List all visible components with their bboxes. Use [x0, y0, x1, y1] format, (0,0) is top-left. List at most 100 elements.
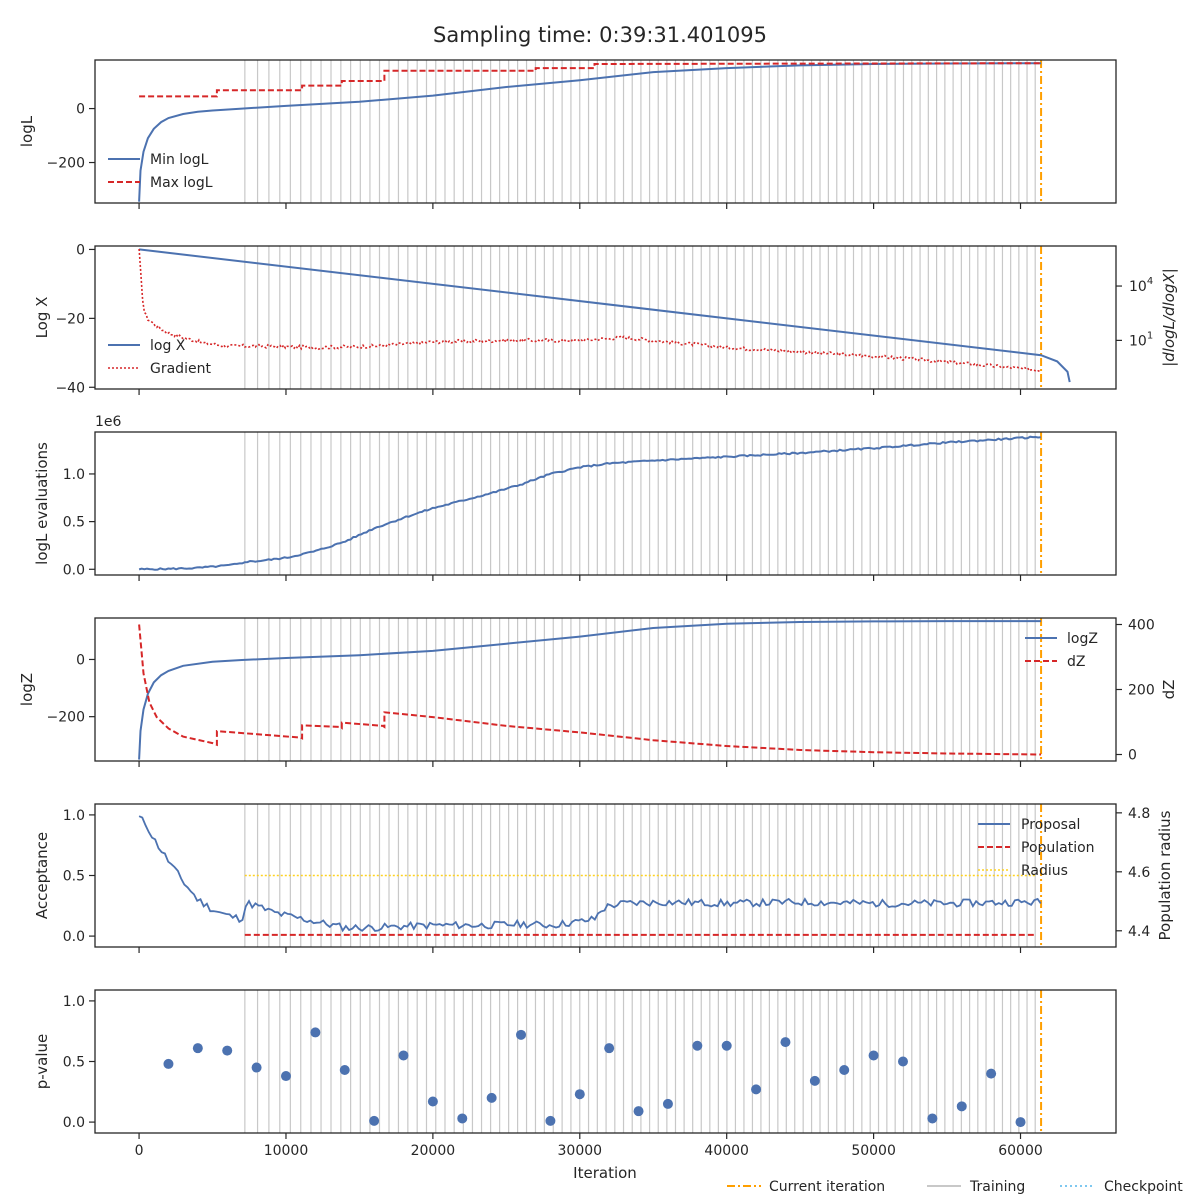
series-gradient	[138, 248, 1041, 373]
y-axis-title: logZ	[18, 673, 36, 706]
p-value-point	[516, 1029, 527, 1040]
p-value-point	[780, 1037, 791, 1048]
y-tick-label: 0.0	[63, 1115, 85, 1131]
right-axis-title: Population radius	[1156, 810, 1174, 940]
series-proposal	[138, 815, 1042, 933]
legend-proposal-label: Proposal	[1021, 817, 1080, 833]
x-tick-label: 10000	[264, 1143, 309, 1159]
p-value-point	[897, 1056, 908, 1067]
panel-logx: −40 −20 0 Log X 104 101 |dlogL/dlogX| log X Grad…	[33, 242, 1178, 396]
p-value-point	[839, 1064, 850, 1075]
y-tick-label: 0.5	[63, 1055, 85, 1071]
p-value-point	[192, 1043, 203, 1054]
right-y-tick-label: 4.4	[1128, 924, 1150, 940]
right-y-tick-label: 0	[1128, 748, 1137, 764]
series-min-logl	[138, 62, 1042, 202]
x-tick-label: 60000	[998, 1143, 1043, 1159]
p-value-point	[868, 1050, 879, 1061]
y-tick-label: −200	[47, 710, 85, 726]
y-tick-label: −200	[47, 156, 85, 172]
panel-pvalue: 0 10000 20000 30000 40000 50000 60000 0.0 0.5 1.0…	[33, 989, 1117, 1159]
y-tick-label: 0.0	[63, 562, 85, 578]
p-value-point	[163, 1058, 174, 1069]
series-logz	[138, 620, 1042, 760]
right-y-tick-label: 4.8	[1128, 806, 1150, 822]
p-value-point	[222, 1045, 233, 1056]
p-value-point	[1015, 1117, 1026, 1128]
legend-min-logl-label: Min logL	[150, 152, 209, 168]
p-value-point	[604, 1043, 615, 1054]
legend-gradient-label: Gradient	[150, 361, 211, 377]
y-tick-label: −20	[55, 311, 85, 327]
y-tick-label: 0	[76, 242, 85, 258]
legend-training-label: Training	[969, 1179, 1025, 1195]
right-y-tick-label: 104	[1129, 276, 1153, 295]
right-y-tick-exponent: 1	[1147, 330, 1153, 341]
y-tick-label: 1.0	[63, 808, 85, 824]
p-value-point	[721, 1040, 732, 1051]
right-y-tick-label: 400	[1128, 618, 1155, 634]
plot-frame	[94, 59, 1117, 204]
right-axis-title: |dlogL/dlogX|	[1160, 268, 1178, 367]
x-axis-title: Iteration	[573, 1164, 637, 1182]
plot-frame	[94, 245, 1117, 390]
y-tick-label: 0.0	[63, 929, 85, 945]
y-axis-title: logL evaluations	[33, 442, 51, 565]
y-offset-label: 1e6	[95, 414, 122, 430]
x-tick-label: 40000	[704, 1143, 749, 1159]
y-axis-title: Log X	[33, 297, 51, 339]
right-y-tick-label: 101	[1129, 330, 1153, 349]
p-value-point	[545, 1115, 556, 1126]
p-value-point	[251, 1062, 262, 1073]
legend-log-x-label: log X	[150, 338, 186, 354]
series-log-x	[138, 248, 1071, 383]
p-value-point	[927, 1113, 938, 1124]
p-value-point	[280, 1071, 291, 1082]
x-tick-label: 50000	[851, 1143, 896, 1159]
legend-population-label: Population	[1021, 840, 1095, 856]
p-value-point	[457, 1113, 468, 1124]
y-tick-label: 0	[76, 652, 85, 668]
x-tick-label: 20000	[411, 1143, 456, 1159]
p-value-point	[986, 1068, 997, 1079]
right-y-tick-label: 4.6	[1128, 865, 1150, 881]
p-value-point	[486, 1092, 497, 1103]
plot-frame	[94, 431, 1117, 576]
legend-radius-label: Radius	[1021, 863, 1068, 879]
panel-accept: 0.0 0.5 1.0 Acceptance 4.4 4.6 4.8 Population r…	[33, 803, 1174, 953]
panel-logl: −200 0 logL Min logL Max logL	[18, 59, 1117, 209]
y-tick-label: 0.5	[63, 515, 85, 531]
p-value-point	[310, 1027, 321, 1038]
legend-current-iteration-label: Current iteration	[769, 1179, 885, 1195]
y-tick-label: 0	[76, 102, 85, 118]
legend-logz-label: logZ	[1067, 631, 1098, 647]
p-value-point	[662, 1098, 673, 1109]
y-tick-label: −40	[55, 380, 85, 396]
p-value-point	[339, 1064, 350, 1075]
legend-checkpoint-label: Checkpoint	[1104, 1179, 1183, 1195]
y-axis-title: logL	[18, 115, 36, 147]
panel-evals: 0.0 0.5 1.0 logL evaluations 1e6	[33, 414, 1117, 581]
right-axis-title: dZ	[1160, 680, 1178, 700]
p-value-point	[751, 1084, 762, 1095]
x-tick-label: 0	[135, 1143, 144, 1159]
figure-title: Sampling time: 0:39:31.401095	[433, 23, 767, 47]
p-value-point	[692, 1040, 703, 1051]
panel-logz: −200 0 logZ 0 200 400 dZ logZ dZ	[18, 617, 1178, 767]
bottom-legend: Current iteration Training Checkpoint	[727, 1179, 1183, 1195]
series-max-logl	[139, 62, 1042, 98]
y-tick-label: 1.0	[63, 467, 85, 483]
p-value-point	[427, 1096, 438, 1107]
p-value-point	[633, 1106, 644, 1117]
right-y-tick-label: 200	[1128, 683, 1155, 699]
series-logl-evaluations	[138, 435, 1041, 571]
y-axis-title: Acceptance	[33, 832, 51, 919]
y-axis-title: p-value	[33, 1034, 51, 1090]
y-tick-label: 0.5	[63, 869, 85, 885]
p-value-point	[574, 1089, 585, 1100]
y-tick-label: 1.0	[63, 994, 85, 1010]
legend-dz-label: dZ	[1067, 654, 1085, 670]
series-dz	[138, 624, 1042, 756]
p-value-point	[369, 1115, 380, 1126]
